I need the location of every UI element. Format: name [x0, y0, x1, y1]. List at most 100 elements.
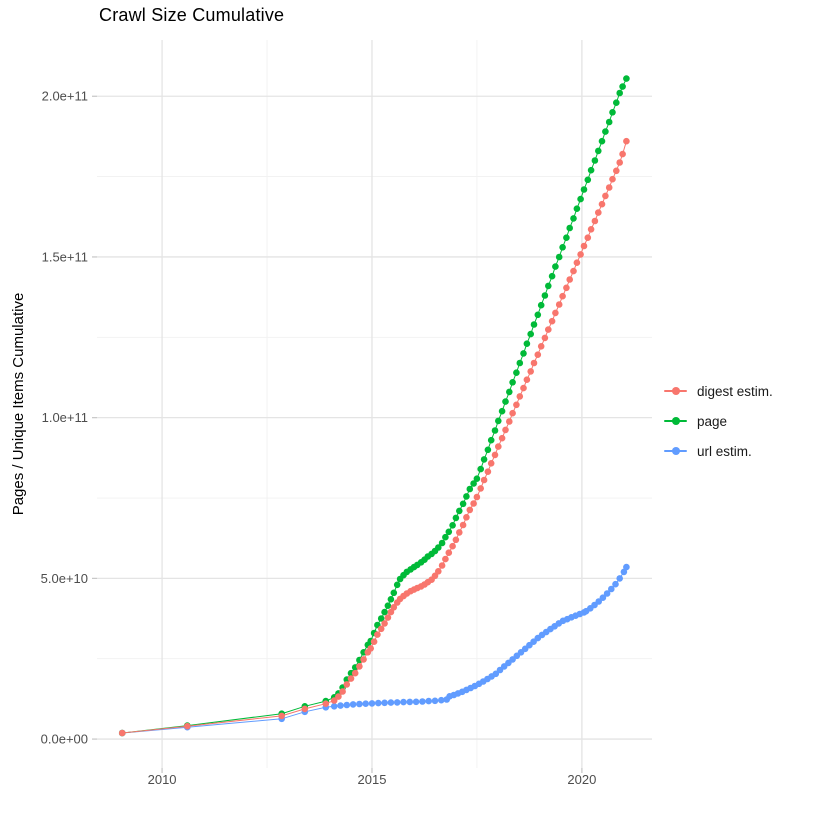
series-line-url-estim: [122, 566, 627, 734]
data-point: [548, 317, 556, 325]
data-point: [541, 334, 549, 342]
data-point: [452, 536, 460, 544]
data-point: [491, 451, 499, 459]
legend-item-digest-estim: digest estim.: [664, 376, 773, 406]
y-tick-label: 2.0e+11: [42, 89, 88, 104]
series-page: [118, 75, 630, 737]
data-point: [534, 351, 542, 359]
data-point: [537, 343, 545, 350]
data-point: [484, 446, 492, 454]
data-point: [374, 631, 381, 638]
data-point: [559, 244, 566, 251]
data-point: [506, 418, 513, 425]
data-point: [570, 267, 577, 275]
data-point: [559, 292, 566, 300]
series-line-page: [122, 78, 627, 734]
data-point: [577, 195, 584, 203]
data-point: [445, 528, 453, 536]
y-tick-label: 1.0e+11: [42, 410, 88, 425]
data-point: [330, 703, 338, 710]
data-point: [400, 698, 407, 706]
data-point: [330, 697, 338, 704]
data-point: [509, 409, 516, 417]
data-point: [595, 598, 602, 605]
data-point: [591, 157, 599, 164]
data-point: [545, 326, 552, 333]
data-point: [537, 301, 545, 309]
data-point: [516, 393, 524, 400]
legend-item-page: page: [664, 406, 773, 436]
data-point: [619, 150, 626, 158]
data-point: [492, 670, 500, 678]
legend-key-dot: [671, 417, 680, 425]
data-point: [473, 475, 481, 483]
data-point: [573, 259, 581, 267]
series-url-estim: [118, 563, 630, 737]
data-point: [463, 493, 470, 500]
data-point: [534, 311, 542, 319]
data-point: [498, 434, 506, 442]
y-tick-label: 5.0e+10: [41, 571, 88, 586]
x-tick-label: 2010: [148, 772, 177, 787]
y-axis-title: Pages / Unique Items Cumulative: [10, 292, 27, 516]
data-point: [459, 521, 467, 529]
data-point: [381, 608, 388, 616]
data-point: [613, 167, 620, 175]
data-point: [370, 638, 378, 645]
legend-key-dot: [671, 387, 680, 395]
data-point: [118, 729, 126, 737]
data-point: [438, 562, 446, 569]
data-point: [580, 186, 588, 193]
data-point: [495, 443, 502, 450]
legend-label: url estim.: [697, 443, 752, 459]
data-point: [377, 615, 385, 622]
data-point: [506, 388, 513, 396]
data-point: [566, 224, 573, 232]
data-point: [480, 456, 488, 463]
data-point: [442, 533, 449, 541]
series-line-digest-estim: [122, 141, 627, 734]
data-point: [595, 147, 602, 155]
data-point: [591, 217, 599, 225]
data-point: [349, 701, 357, 708]
data-point: [456, 529, 463, 536]
data-point: [609, 109, 616, 116]
data-point: [548, 272, 556, 280]
data-point: [602, 128, 609, 135]
data-point: [438, 539, 446, 547]
data-point: [456, 507, 463, 515]
data-point: [445, 549, 453, 556]
data-point: [555, 253, 563, 261]
data-point: [480, 476, 488, 484]
data-point: [613, 99, 620, 106]
x-tick-label: 2015: [358, 772, 387, 787]
data-point: [520, 384, 527, 392]
data-point: [367, 645, 375, 652]
data-point: [566, 276, 573, 283]
series-digest-estim: [118, 137, 630, 737]
data-point: [442, 555, 449, 563]
data-point: [356, 700, 363, 708]
data-point: [343, 681, 351, 688]
data-point: [584, 234, 592, 241]
data-point: [477, 465, 485, 473]
data-point: [527, 330, 534, 338]
data-point: [387, 596, 395, 603]
data-point: [384, 614, 392, 621]
data-point: [387, 699, 395, 706]
data-point: [598, 200, 606, 208]
data-point: [390, 589, 398, 597]
data-point: [384, 602, 392, 609]
data-point: [347, 675, 355, 682]
legend-item-url-estim: url estim.: [664, 436, 773, 466]
data-point: [502, 398, 509, 405]
data-point: [584, 176, 592, 184]
data-point: [431, 697, 439, 705]
data-point: [360, 656, 367, 663]
legend-key-page: [664, 416, 687, 426]
data-point: [438, 696, 445, 704]
data-point: [477, 485, 485, 492]
data-point: [552, 309, 559, 317]
data-point: [351, 669, 359, 677]
